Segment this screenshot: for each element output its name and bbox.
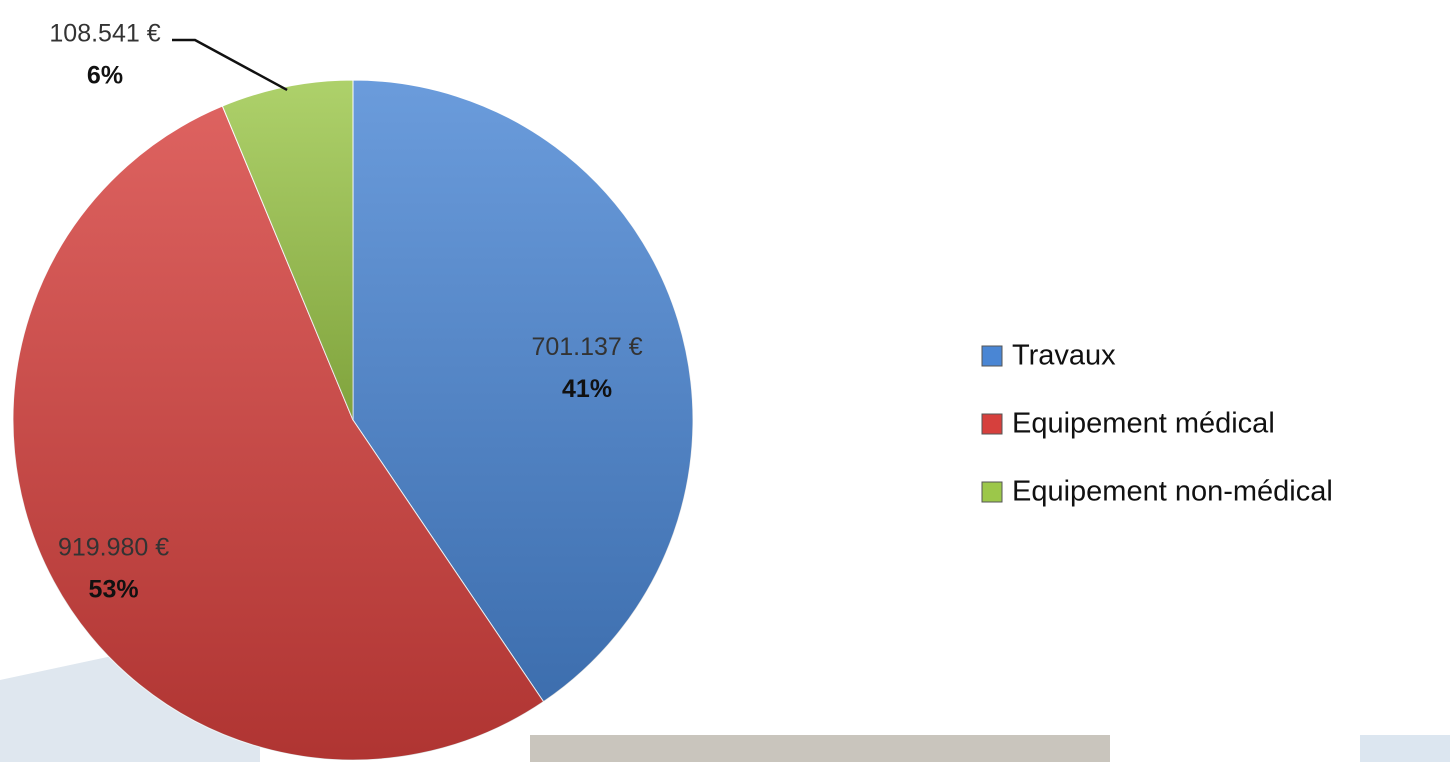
legend-swatch (981, 345, 1003, 367)
legend-label: Equipement non-médical (1012, 476, 1333, 508)
legend: Travaux Equipement médical Equipement non-… (981, 340, 1333, 508)
data-label: 108.541 € (49, 20, 160, 48)
pie: 701.137 € 41% 919.980 € 53% 108.541 € 6% (12, 20, 694, 761)
slice-shade (222, 80, 353, 420)
legend-label: Travaux (1012, 340, 1116, 372)
data-label: 919.980 € (58, 534, 169, 562)
leader-line (172, 38, 288, 92)
percent-label: 41% (562, 375, 612, 403)
slice-shade (13, 106, 544, 760)
percent-label: 6% (87, 62, 123, 90)
legend-swatch (981, 413, 1003, 435)
data-label: 701.137 € (531, 333, 642, 361)
legend-label: Equipement médical (1012, 408, 1275, 440)
percent-label: 53% (89, 576, 139, 604)
slice-shade (353, 80, 693, 702)
legend-swatch (981, 481, 1003, 503)
